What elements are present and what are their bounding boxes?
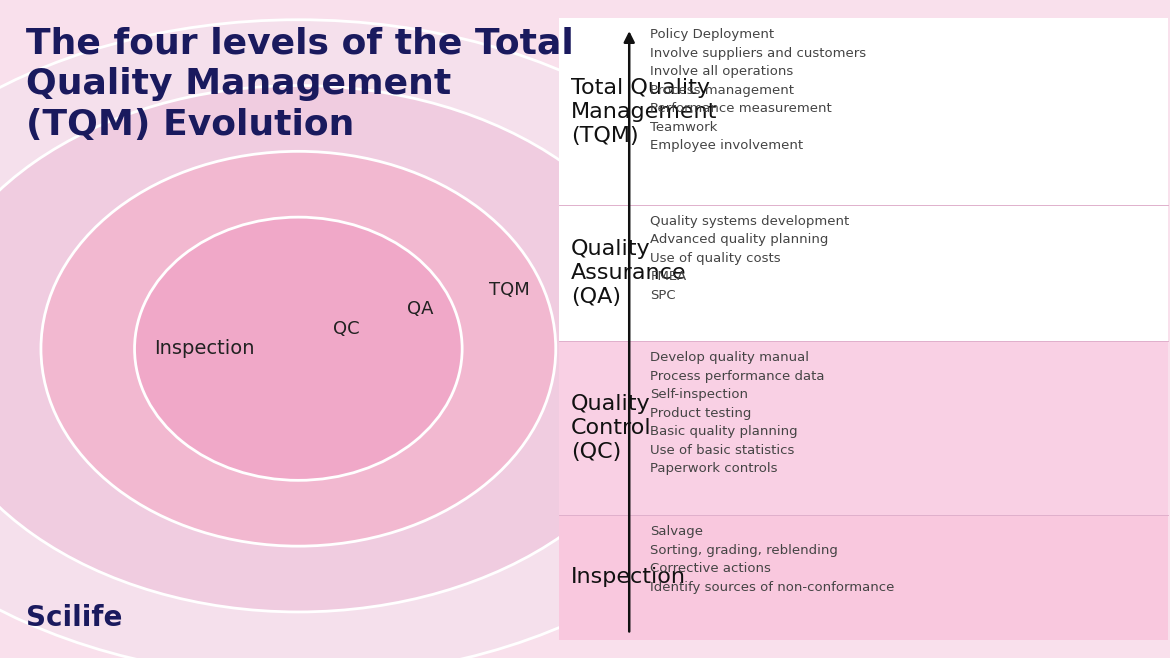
Bar	[559, 515, 1168, 640]
Text: Develop quality manual
Process performance data
Self-inspection
Product testing
: Develop quality manual Process performan…	[651, 351, 825, 475]
Bar	[559, 18, 1168, 205]
Text: Salvage
Sorting, grading, reblending
Corrective actions
Identify sources of non-: Salvage Sorting, grading, reblending Cor…	[651, 525, 895, 594]
Text: Quality
Assurance
(QA): Quality Assurance (QA)	[571, 239, 687, 307]
Bar	[559, 342, 1168, 515]
Text: QA: QA	[407, 300, 434, 318]
Ellipse shape	[41, 151, 556, 546]
Text: Quality systems development
Advanced quality planning
Use of quality costs
FMEA
: Quality systems development Advanced qua…	[651, 215, 849, 301]
Text: Inspection: Inspection	[154, 340, 255, 358]
Ellipse shape	[0, 86, 673, 612]
Ellipse shape	[135, 217, 462, 480]
Text: Scilife: Scilife	[26, 603, 122, 632]
Ellipse shape	[0, 20, 790, 658]
Text: Inspection: Inspection	[571, 567, 686, 588]
Text: QC: QC	[333, 320, 360, 338]
Text: The four levels of the Total
Quality Management
(TQM) Evolution: The four levels of the Total Quality Man…	[26, 26, 573, 142]
Text: Total Quality
Management
(TQM): Total Quality Management (TQM)	[571, 78, 717, 145]
Bar	[559, 205, 1168, 342]
Text: Policy Deployment
Involve suppliers and customers
Involve all operations
Process: Policy Deployment Involve suppliers and …	[651, 28, 867, 152]
Text: TQM: TQM	[489, 280, 530, 299]
Text: Quality
Control
(QC): Quality Control (QC)	[571, 394, 652, 463]
